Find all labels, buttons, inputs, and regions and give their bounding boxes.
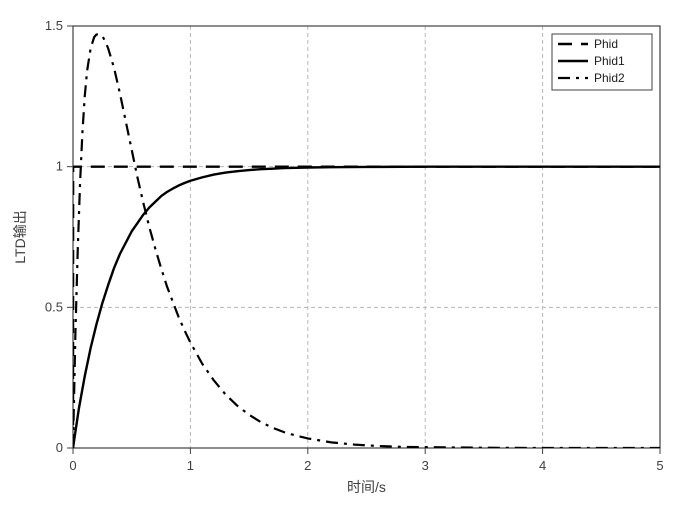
y-tick-label: 1 (56, 159, 63, 174)
x-tick-label: 3 (422, 458, 429, 473)
legend-label: Phid1 (594, 54, 625, 68)
legend-label: Phid2 (594, 71, 625, 85)
x-tick-label: 2 (304, 458, 311, 473)
x-tick-label: 4 (539, 458, 546, 473)
ltd-output-chart: 0 1 2 3 4 5 0 0.5 1 1.5 时间/s LTD输出 Phid Phid1 Phid2 (0, 0, 683, 519)
y-tick-label: 0.5 (45, 299, 63, 314)
y-axis-label: LTD输出 (12, 210, 28, 263)
y-tick-label: 0 (56, 440, 63, 455)
y-tick-label: 1.5 (45, 18, 63, 33)
chart-container: 0 1 2 3 4 5 0 0.5 1 1.5 时间/s LTD输出 Phid Phid1 Phid2 (0, 0, 683, 519)
x-tick-label: 1 (187, 458, 194, 473)
legend-label: Phid (594, 37, 618, 51)
legend: Phid Phid1 Phid2 (552, 34, 652, 90)
x-axis-label: 时间/s (347, 479, 386, 495)
x-tick-label: 0 (69, 458, 76, 473)
x-tick-label: 5 (656, 458, 663, 473)
